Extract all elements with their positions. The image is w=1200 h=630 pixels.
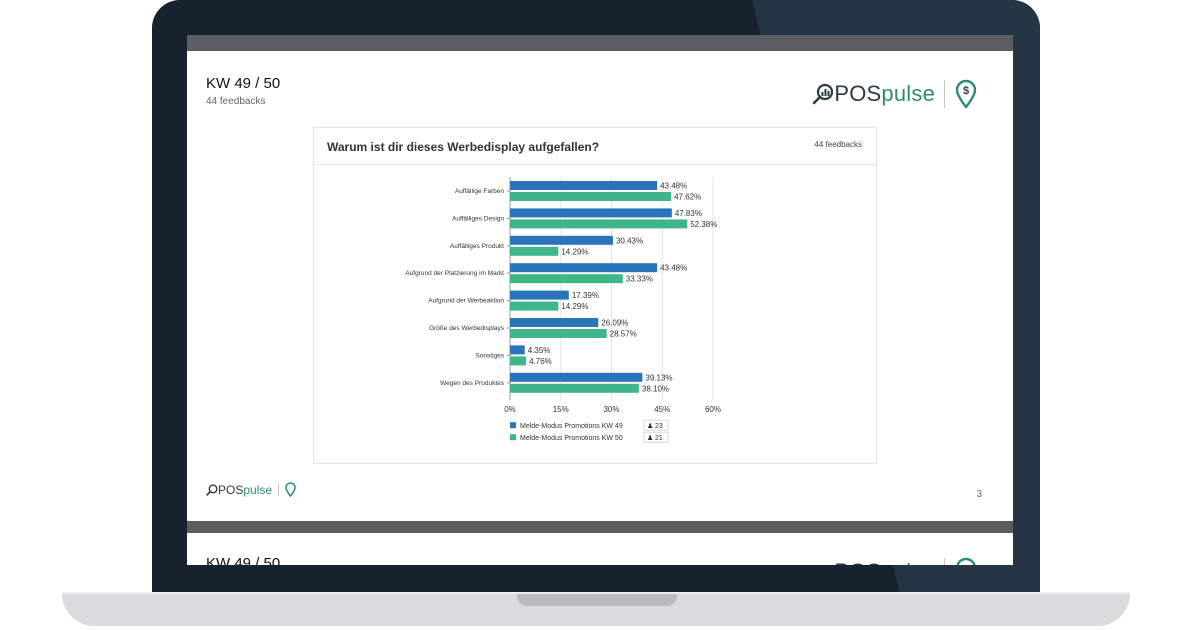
data-label: 43.48% bbox=[660, 182, 687, 191]
bar bbox=[510, 192, 672, 201]
bar bbox=[510, 301, 559, 311]
footer-logo: POSpulse bbox=[206, 482, 296, 497]
data-label: 52.38% bbox=[690, 220, 717, 229]
x-tick-label: 15% bbox=[553, 405, 569, 414]
bar bbox=[510, 219, 688, 229]
card-divider bbox=[314, 164, 876, 165]
bar bbox=[510, 263, 658, 273]
category-label: Aufgrund der Platzierung im Markt bbox=[405, 270, 504, 277]
brand-divider bbox=[944, 558, 945, 565]
chart-card: Warum ist dir dieses Werbedisplay aufgef… bbox=[313, 127, 877, 464]
chart-title: Warum ist dir dieses Werbedisplay aufgef… bbox=[327, 140, 600, 154]
data-label: 26.09% bbox=[601, 319, 628, 328]
category-label: Sonstiges bbox=[475, 352, 504, 359]
next-slide-title: KW 49 / 50 bbox=[206, 555, 281, 565]
legend-count-box bbox=[643, 419, 669, 431]
location-pin-dollar-icon: $ bbox=[955, 79, 977, 109]
bar-chart: 0% 15% 30% 45% 60% Auffällige Farben 43.48% 47.… bbox=[405, 177, 721, 443]
category-label: Größe des Werbedisplays bbox=[429, 325, 505, 332]
legend-label: Melde-Modus Promotions KW 50 bbox=[520, 435, 623, 442]
bar bbox=[510, 318, 599, 327]
footer-divider bbox=[278, 483, 280, 496]
svg-text:$: $ bbox=[963, 85, 969, 97]
next-slide: KW 49 / 50 POSpulse bbox=[187, 533, 1013, 565]
bar bbox=[510, 274, 623, 284]
legend-swatch bbox=[510, 434, 516, 441]
x-tick-label: 60% bbox=[705, 405, 721, 414]
category-label: Auffälliges Produkt bbox=[450, 243, 504, 250]
data-label: 39.13% bbox=[645, 373, 672, 382]
chart-feedback-count: 44 feedbacks bbox=[814, 140, 862, 149]
legend-swatch bbox=[510, 422, 516, 429]
data-label: 14.29% bbox=[561, 247, 588, 256]
laptop-base-notch bbox=[517, 594, 677, 606]
magnifier-chart-icon bbox=[206, 483, 218, 496]
page-number: 3 bbox=[976, 489, 982, 500]
legend-count-box bbox=[643, 431, 669, 443]
bar bbox=[510, 356, 527, 366]
data-label: 47.83% bbox=[675, 209, 702, 218]
brand-wordmark: POSpulse bbox=[834, 81, 935, 106]
person-icon: ♟ bbox=[647, 434, 653, 442]
bar bbox=[510, 345, 525, 355]
brand-divider bbox=[944, 80, 945, 108]
legend-label: Melde-Modus Promotions KW 49 bbox=[520, 423, 623, 430]
bar bbox=[510, 235, 613, 245]
data-label: 14.29% bbox=[561, 302, 588, 311]
bar bbox=[510, 372, 643, 382]
x-tick-label: 30% bbox=[603, 405, 619, 414]
x-tick-label: 45% bbox=[654, 405, 670, 414]
laptop-screen: KW 49 / 50 44 feedbacks POSpulse $ Warum… bbox=[187, 35, 1013, 565]
magnifier-chart-icon bbox=[813, 83, 834, 105]
bar bbox=[510, 208, 672, 218]
data-label: 17.39% bbox=[572, 291, 599, 300]
presentation-slide: KW 49 / 50 44 feedbacks POSpulse $ Warum… bbox=[187, 51, 1013, 521]
next-slide-logo: POSpulse bbox=[834, 557, 977, 565]
data-label: 38.10% bbox=[642, 384, 669, 393]
data-label: 33.33% bbox=[626, 275, 653, 284]
brand-wordmark: POSpulse bbox=[834, 559, 935, 565]
x-tick-label: 0% bbox=[504, 405, 516, 414]
data-label: 4.35% bbox=[528, 346, 551, 355]
legend-count: 21 bbox=[655, 435, 663, 442]
location-pin-dollar-icon bbox=[956, 557, 976, 565]
category-label: Wegen des Produktes bbox=[440, 380, 505, 387]
bar bbox=[510, 383, 639, 393]
category-label: Auffälliges Design bbox=[452, 215, 504, 222]
category-label: Aufgrund der Werbeaktion bbox=[428, 298, 504, 305]
person-icon: ♟ bbox=[647, 422, 653, 430]
pospulse-logo: POSpulse $ bbox=[812, 79, 977, 109]
category-label: Auffällige Farben bbox=[455, 188, 504, 195]
location-pin-dollar-icon bbox=[285, 482, 296, 497]
footer-wordmark: POSpulse bbox=[218, 482, 273, 497]
legend-count: 23 bbox=[655, 423, 663, 430]
bar bbox=[510, 290, 569, 300]
bar bbox=[510, 181, 658, 190]
slide-subtitle: 44 feedbacks bbox=[206, 96, 266, 107]
data-label: 43.48% bbox=[660, 264, 687, 273]
data-label: 47.62% bbox=[674, 193, 701, 202]
bar bbox=[510, 246, 559, 256]
slide-title: KW 49 / 50 bbox=[206, 75, 281, 92]
data-label: 28.57% bbox=[610, 330, 637, 339]
bar bbox=[510, 329, 607, 338]
data-label: 30.43% bbox=[616, 236, 643, 245]
data-label: 4.76% bbox=[529, 357, 552, 366]
